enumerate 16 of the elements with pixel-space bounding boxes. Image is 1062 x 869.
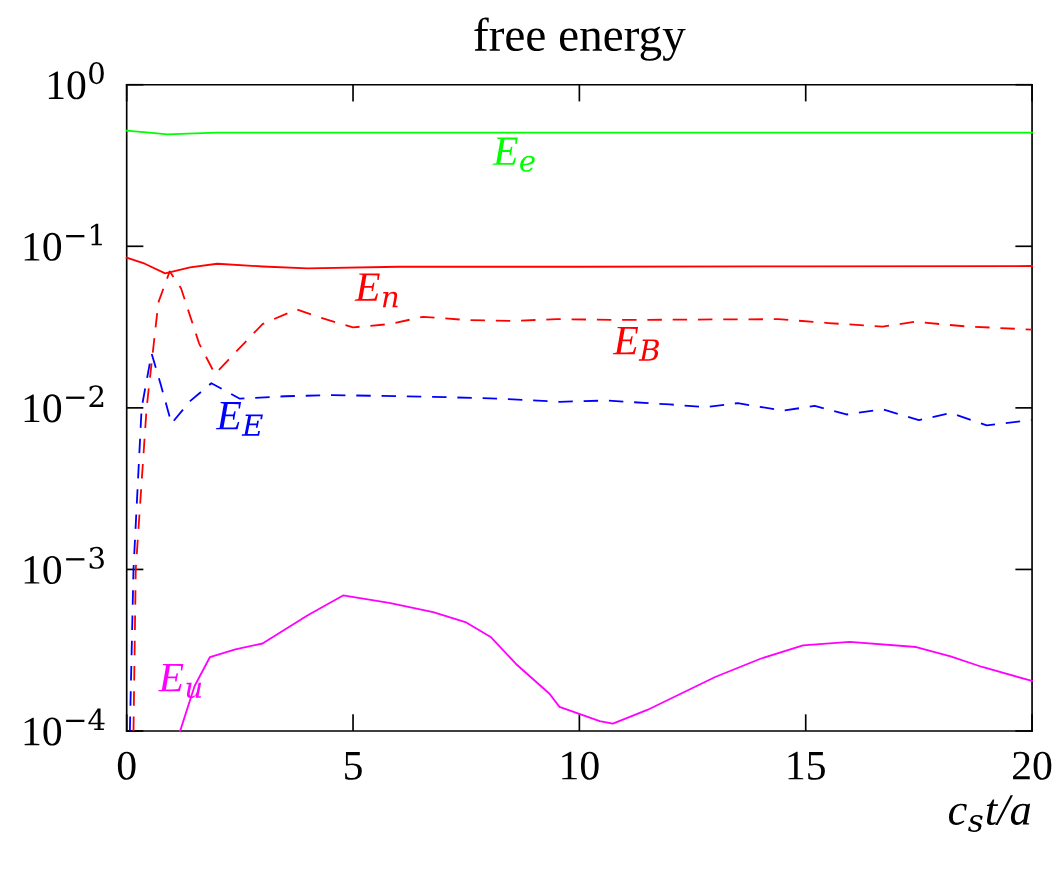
chart-title: free energy — [474, 17, 686, 61]
x-tick-label: 15 — [788, 751, 825, 780]
annotation: E$_{E}$ — [215, 402, 263, 436]
x-tick-label: 0 — [117, 751, 136, 780]
annotation: E$_{e}$ — [492, 137, 535, 172]
annotation: E$_{B}$ — [612, 326, 659, 361]
y-tick-label: 10$^{−2}$ — [24, 385, 104, 423]
y-tick-label: 10$^{−1}$ — [24, 223, 102, 261]
x-tick-label: 10 — [562, 751, 599, 780]
y-tick-label: 10$^{0}$ — [48, 62, 104, 100]
y-tick-label: 10$^{−4}$ — [24, 708, 105, 746]
y-tick-label: 10$^{−3}$ — [24, 546, 104, 584]
x-axis-title: c$_{s}$t/a — [948, 795, 1031, 832]
x-tick-label: 5 — [345, 752, 362, 780]
annotation: E$_{n}$ — [354, 273, 398, 308]
x-tick-label: 20 — [1013, 751, 1052, 780]
